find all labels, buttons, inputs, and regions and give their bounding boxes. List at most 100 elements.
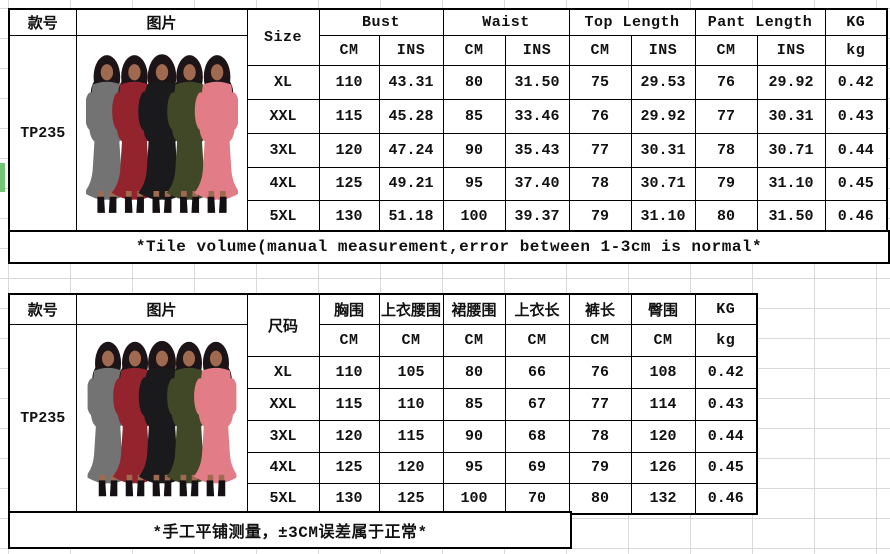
cell-value: 43.31: [378, 64, 444, 100]
cell-value: 77: [694, 98, 758, 134]
cell-value: 0.43: [824, 98, 888, 134]
cell-value: 31.10: [756, 166, 826, 201]
size-table-english: 款号 图片 Size Bust Waist Top Length Pant Le…: [8, 8, 889, 234]
cell-value: 30.31: [630, 132, 696, 168]
cell-value: 78: [568, 419, 632, 453]
table-row: XXL 115 110 85 67 77 114 0.43: [9, 387, 758, 421]
unit-ins: INS: [756, 34, 826, 66]
cell-value: 30.71: [756, 132, 826, 168]
cell-size: XXL: [246, 387, 320, 421]
table-row: 3XL 120 47.24 90 35.43 77 30.31 78 30.71…: [9, 132, 888, 168]
cell-value: 125: [378, 482, 444, 515]
header-style-no: 款号: [8, 293, 77, 325]
cell-value: 33.46: [504, 98, 570, 134]
cell-value: 120: [378, 451, 444, 484]
cell-value: 76: [568, 98, 632, 134]
cell-value: 110: [318, 355, 380, 389]
cell-size: XXL: [246, 98, 320, 134]
cell-value: 49.21: [378, 166, 444, 201]
header-skirt-waist-cn: 裙腰围: [442, 293, 506, 325]
table-row: XL 110 43.31 80 31.50 75 29.53 76 29.92 …: [9, 64, 888, 100]
cell-value: 78: [694, 132, 758, 168]
cell-value: 110: [318, 64, 380, 100]
cell-value: 78: [568, 166, 632, 201]
unit-cm: CM: [568, 323, 632, 357]
cell-value: 76: [568, 355, 632, 389]
cell-value: 0.46: [694, 482, 758, 515]
cell-value: 0.44: [694, 419, 758, 453]
unit-cm: CM: [378, 323, 444, 357]
cell-value: 76: [694, 64, 758, 100]
product-photo: [75, 34, 248, 234]
cell-value: 66: [504, 355, 570, 389]
cell-value: 79: [568, 451, 632, 484]
cell-size: 4XL: [246, 166, 320, 201]
product-photo: [75, 323, 248, 515]
size-table-chinese: 款号 图片 尺码 胸围 上衣腰围 裙腰围 上衣长 裤长 臀围 KG TP235 …: [8, 293, 758, 515]
cell-value: 108: [630, 355, 696, 389]
cell-value: 30.71: [630, 166, 696, 201]
cell-value: 95: [442, 451, 506, 484]
table-row: XXL 115 45.28 85 33.46 76 29.92 77 30.31…: [9, 98, 888, 134]
cell-size: 5XL: [246, 199, 320, 234]
cell-value: 0.43: [694, 387, 758, 421]
product-photo-image: [86, 339, 238, 499]
cell-value: 90: [442, 419, 506, 453]
unit-cm: CM: [318, 323, 380, 357]
header-kg: KG: [694, 293, 758, 325]
cell-value: 67: [504, 387, 570, 421]
measurement-note-chinese: *手工平铺测量，±3CM误差属于正常*: [8, 511, 572, 549]
cell-value: 0.42: [694, 355, 758, 389]
header-image: 图片: [75, 8, 248, 36]
header-kg: KG: [824, 8, 888, 36]
cell-value: 0.45: [824, 166, 888, 201]
cell-value: 115: [318, 387, 380, 421]
unit-cm: CM: [568, 34, 632, 66]
cell-value: 115: [378, 419, 444, 453]
style-number: TP235: [8, 323, 77, 515]
unit-ins: INS: [504, 34, 570, 66]
cell-size: 5XL: [246, 482, 320, 515]
cell-value: 77: [568, 387, 632, 421]
unit-cm: CM: [442, 34, 506, 66]
cell-size: 3XL: [246, 132, 320, 168]
cell-value: 29.92: [756, 64, 826, 100]
cell-value: 70: [504, 482, 570, 515]
header-style-no: 款号: [8, 8, 77, 36]
cell-value: 31.50: [756, 199, 826, 234]
cell-value: 29.92: [630, 98, 696, 134]
table-row: 4XL 125 120 95 69 79 126 0.45: [9, 451, 758, 484]
header-pant-length: Pant Length: [694, 8, 826, 36]
table-row: 3XL 120 115 90 68 78 120 0.44: [9, 419, 758, 453]
cell-value: 130: [318, 482, 380, 515]
cell-size: 4XL: [246, 451, 320, 484]
table-row: 4XL 125 49.21 95 37.40 78 30.71 79 31.10…: [9, 166, 888, 201]
header-image: 图片: [75, 293, 248, 325]
cell-value: 120: [318, 132, 380, 168]
cell-value: 90: [442, 132, 506, 168]
cell-value: 95: [442, 166, 506, 201]
product-photo-image: [86, 52, 238, 216]
cell-value: 45.28: [378, 98, 444, 134]
cell-value: 125: [318, 166, 380, 201]
cell-value: 75: [568, 64, 632, 100]
cell-value: 132: [630, 482, 696, 515]
cell-value: 100: [442, 482, 506, 515]
cell-value: 120: [630, 419, 696, 453]
cell-size: XL: [246, 64, 320, 100]
cell-size: 3XL: [246, 419, 320, 453]
cell-value: 0.44: [824, 132, 888, 168]
cell-value: 85: [442, 387, 506, 421]
cell-value: 31.50: [504, 64, 570, 100]
cell-value: 85: [442, 98, 506, 134]
left-edge-green-artifact: [0, 163, 5, 192]
style-number: TP235: [8, 34, 77, 234]
header-hip-cn: 臀围: [630, 293, 696, 325]
unit-cm: CM: [694, 34, 758, 66]
unit-cm: CM: [318, 34, 380, 66]
table-row: XL 110 105 80 66 76 108 0.42: [9, 355, 758, 389]
header-size: 尺码: [246, 293, 320, 357]
unit-ins: INS: [630, 34, 696, 66]
cell-value: 79: [694, 166, 758, 201]
cell-value: 39.37: [504, 199, 570, 234]
